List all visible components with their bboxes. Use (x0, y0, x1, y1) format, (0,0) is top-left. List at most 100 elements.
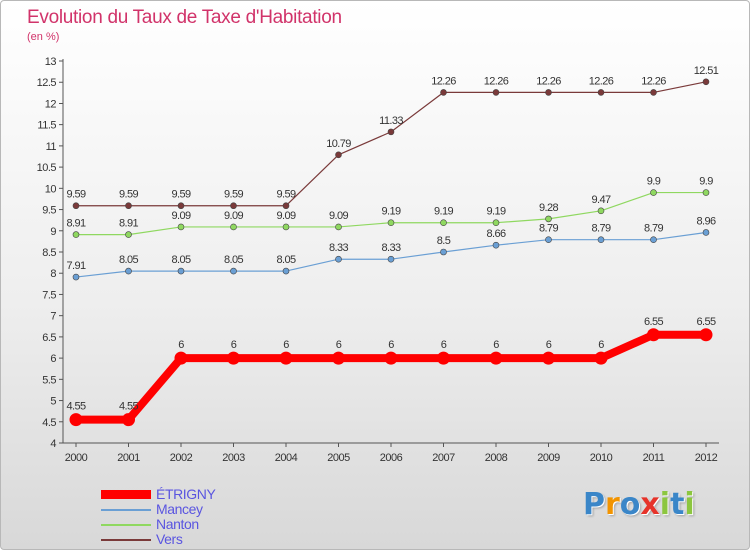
y-tick-label: 8.5 (42, 247, 56, 259)
x-tick-label: 2009 (537, 452, 560, 464)
data-label: 8.05 (171, 254, 190, 266)
proxiti-logo: Proxiti (583, 487, 695, 522)
data-point (282, 202, 290, 210)
data-label: 8.79 (539, 223, 558, 235)
data-point (489, 351, 503, 365)
data-point (279, 351, 293, 365)
data-point (227, 351, 240, 365)
data-point (122, 413, 135, 427)
x-tick-label: 2011 (643, 452, 665, 464)
data-label: 4.55 (119, 401, 138, 413)
legend-item: ÉTRIGNY (101, 486, 301, 502)
y-tick-label: 12 (45, 98, 57, 110)
y-tick-label: 13 (45, 56, 57, 68)
data-label: 7.91 (66, 260, 85, 272)
data-point (545, 236, 552, 243)
data-label: 9.19 (434, 206, 453, 218)
data-point (177, 202, 185, 210)
data-point (492, 241, 500, 249)
logo-letter: P (583, 487, 605, 522)
data-point (650, 189, 657, 196)
data-label: 9.59 (171, 189, 190, 201)
y-tick-label: 4 (50, 438, 56, 450)
legend-label: Nanton (156, 516, 199, 532)
data-label: 6 (231, 339, 237, 351)
data-label: 9.59 (66, 189, 85, 201)
data-point (125, 231, 132, 238)
logo-letter: o (619, 487, 641, 522)
y-tick-label: 11 (46, 141, 57, 153)
data-point (177, 223, 185, 231)
data-point (440, 89, 447, 96)
data-label: 9.09 (171, 210, 190, 222)
data-point (699, 328, 713, 342)
x-tick-label: 2006 (380, 452, 403, 464)
data-label: 9.09 (224, 210, 243, 222)
data-point (702, 189, 710, 196)
data-label: 6.55 (644, 316, 663, 328)
x-tick-label: 2001 (117, 452, 140, 464)
data-point (440, 248, 447, 256)
data-label: 9.28 (539, 202, 558, 214)
y-tick-label: 9 (50, 226, 56, 238)
data-label: 8.05 (276, 254, 295, 266)
data-point (69, 413, 83, 427)
y-tick-label: 8 (50, 268, 56, 280)
data-label: 9.09 (329, 210, 348, 222)
data-point (492, 89, 500, 96)
data-label: 8.05 (224, 254, 243, 266)
data-label: 12.26 (641, 75, 666, 87)
data-label: 8.91 (119, 218, 138, 230)
data-point (125, 202, 132, 210)
data-point (72, 202, 80, 210)
legend-item: Vers (101, 531, 301, 547)
logo-letter: x (640, 487, 660, 522)
data-label: 6 (546, 339, 552, 351)
data-point (174, 351, 188, 365)
data-label: 12.26 (589, 75, 614, 87)
data-point (72, 231, 80, 238)
legend-label: Mancey (156, 501, 203, 517)
data-point (647, 328, 660, 342)
data-label: 9.19 (381, 206, 400, 218)
data-point (72, 273, 80, 281)
series-line (75, 81, 707, 207)
y-tick-label: 5 (50, 396, 56, 408)
chart-legend: ÉTRIGNY Mancey Nanton Vers (101, 486, 301, 547)
x-tick-label: 2010 (590, 452, 613, 464)
data-point (545, 215, 552, 223)
data-label: 8.79 (591, 223, 610, 235)
data-label: 6 (283, 339, 289, 351)
legend-label: Vers (156, 531, 183, 547)
data-label: 8.05 (119, 254, 138, 266)
data-point (545, 89, 552, 96)
x-tick-label: 2012 (695, 452, 718, 464)
data-point (387, 219, 395, 227)
logo-letter: i (659, 487, 671, 522)
data-label: 9.59 (224, 189, 243, 201)
chart-title: Evolution du Taux de Taxe d'Habitation (27, 7, 342, 28)
legend-swatch (101, 490, 151, 499)
data-label: 11.33 (379, 115, 403, 127)
data-label: 10.79 (326, 138, 351, 150)
y-tick-label: 5.5 (42, 374, 56, 386)
data-point (282, 223, 290, 231)
y-tick-label: 12.5 (37, 77, 57, 89)
data-label: 8.96 (696, 215, 715, 227)
data-label: 12.26 (431, 75, 456, 87)
data-label: 9.9 (647, 176, 661, 188)
data-point (125, 267, 132, 275)
data-point (230, 267, 237, 275)
data-point (332, 351, 345, 365)
data-label: 12.51 (694, 65, 719, 77)
x-tick-label: 2003 (222, 452, 245, 464)
data-point (335, 223, 342, 231)
data-point (282, 267, 290, 275)
data-point (542, 351, 555, 365)
data-label: 6 (598, 339, 604, 351)
legend-swatch (101, 539, 151, 541)
x-tick-label: 2008 (485, 452, 508, 464)
data-label: 6 (178, 339, 184, 351)
